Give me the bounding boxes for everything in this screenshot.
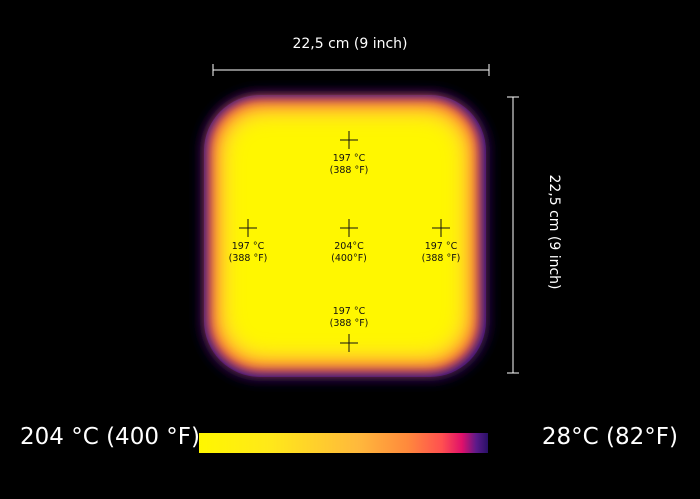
point-right-reading: 197 °C (388 °F) xyxy=(401,241,481,265)
crosshair-left xyxy=(239,219,257,237)
point-left-fahrenheit: (388 °F) xyxy=(228,253,268,264)
crosshair-bottom xyxy=(340,334,358,352)
point-top-reading: 197 °C (388 °F) xyxy=(309,153,389,177)
scale-cold-label: 28°C (82°F) xyxy=(541,424,678,450)
point-bottom-fahrenheit: (388 °F) xyxy=(329,318,369,329)
width-dimension-line xyxy=(212,64,490,76)
point-top-fahrenheit: (388 °F) xyxy=(329,165,369,176)
point-bottom-celsius: 197 °C xyxy=(332,306,366,317)
scale-hot-label: 204 °C (400 °F) xyxy=(20,424,200,450)
crosshair-right xyxy=(432,219,450,237)
point-right-celsius: 197 °C xyxy=(424,241,458,252)
width-label: 22,5 cm (9 inch) xyxy=(292,36,408,52)
point-center-fahrenheit: (400°F) xyxy=(331,253,367,264)
temperature-scale-bar xyxy=(199,433,488,453)
point-left-reading: 197 °C (388 °F) xyxy=(208,241,288,265)
height-label: 22,5 cm (9 inch) xyxy=(546,174,562,290)
point-center-reading: 204°C (400°F) xyxy=(309,241,389,265)
point-left-celsius: 197 °C xyxy=(231,241,265,252)
point-top-celsius: 197 °C xyxy=(332,153,366,164)
crosshair-top xyxy=(340,131,358,149)
heat-hot-core xyxy=(228,118,460,352)
crosshair-center xyxy=(340,219,358,237)
point-bottom-reading: 197 °C (388 °F) xyxy=(309,306,389,330)
point-right-fahrenheit: (388 °F) xyxy=(421,253,461,264)
height-dimension-line xyxy=(507,96,519,374)
point-center-celsius: 204°C xyxy=(334,241,364,252)
